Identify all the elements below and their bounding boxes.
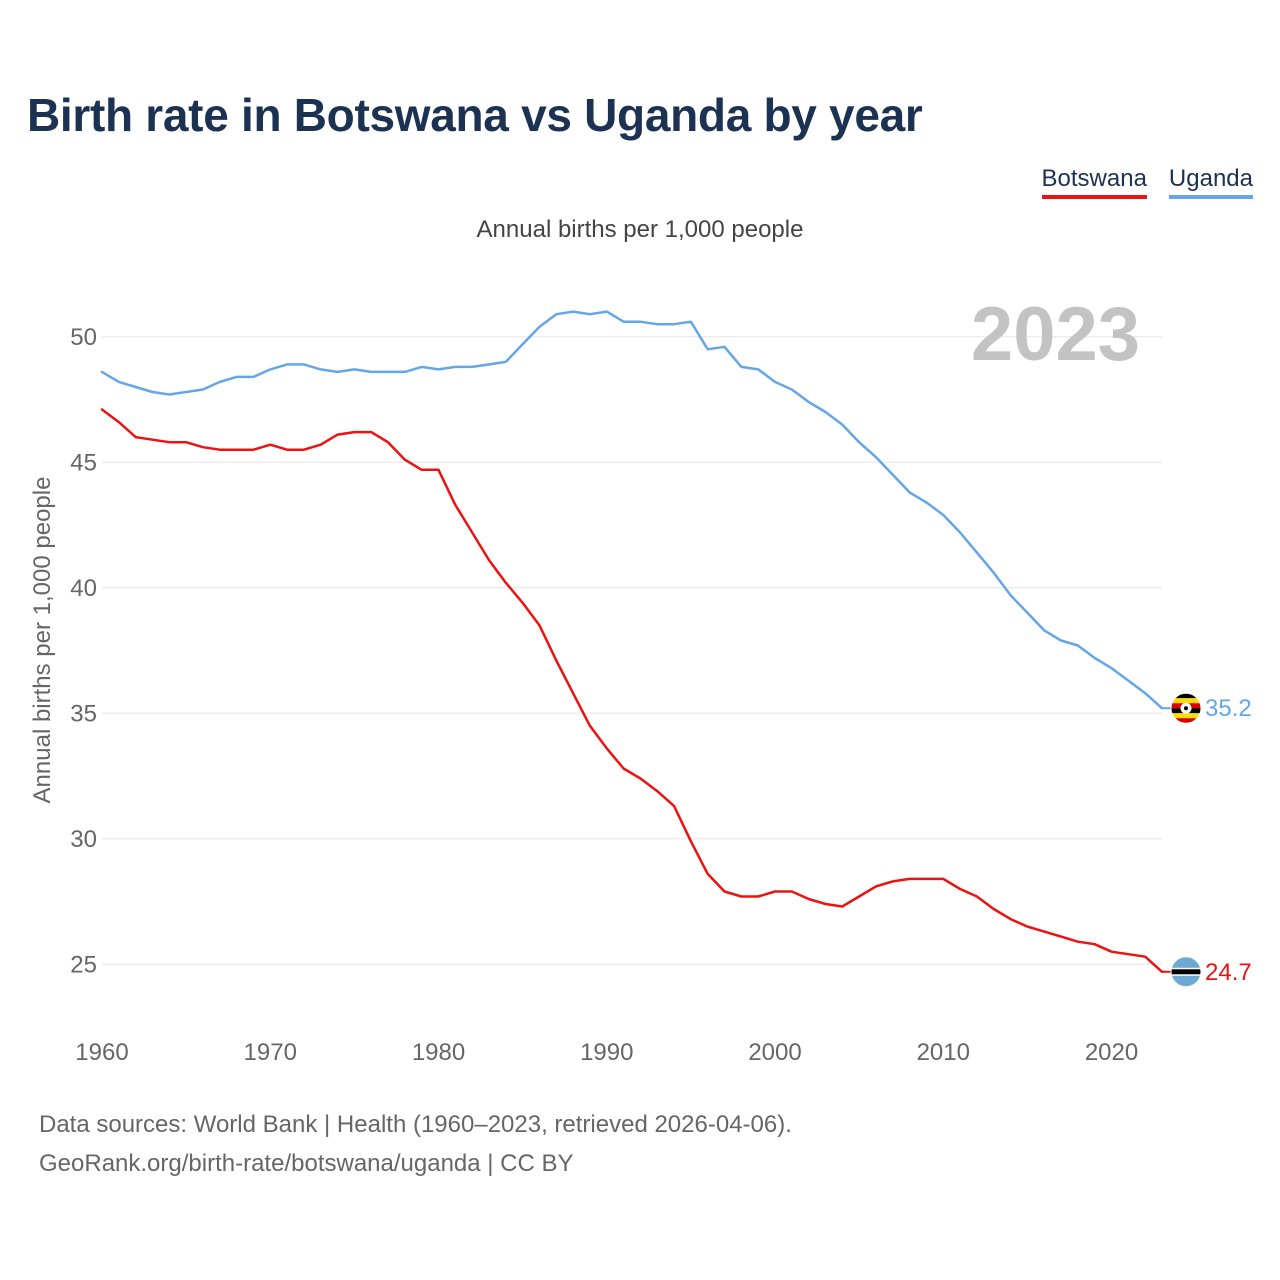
y-tick-label: 30 — [70, 826, 97, 853]
x-tick-label: 1980 — [412, 1039, 465, 1066]
footer-link[interactable]: GeoRank.org/birth-rate/botswana/uganda |… — [39, 1150, 574, 1177]
series-line-botswana — [100, 408, 1164, 974]
x-tick-label: 2000 — [748, 1039, 801, 1066]
y-tick-label: 50 — [70, 324, 97, 351]
y-axis-ticks: 25 30 35 40 45 50 — [70, 324, 97, 979]
flag-botswana-icon — [1170, 956, 1202, 988]
end-markers: 24.7 35.2 — [1162, 692, 1252, 988]
y-tick-label: 45 — [70, 449, 97, 476]
chart-title: Birth rate in Botswana vs Uganda by year — [27, 89, 923, 141]
x-tick-label: 1960 — [75, 1039, 128, 1066]
series-line-uganda — [100, 310, 1164, 710]
year-watermark: 2023 — [971, 292, 1140, 377]
y-axis-label: Annual births per 1,000 people — [29, 477, 56, 804]
series-lines — [100, 310, 1164, 974]
x-axis-ticks: 1960 1970 1980 1990 2000 2010 2020 — [75, 1039, 1138, 1066]
footer: Data sources: World Bank | Health (1960–… — [39, 1105, 792, 1183]
legend: Botswana Uganda — [1041, 165, 1253, 199]
chart-subtitle: Annual births per 1,000 people — [476, 216, 804, 243]
x-tick-label: 2020 — [1085, 1039, 1138, 1066]
flag-uganda-icon — [1170, 692, 1202, 724]
end-label-uganda: 35.2 — [1205, 695, 1252, 722]
end-label-botswana: 24.7 — [1205, 959, 1252, 986]
legend-item-uganda[interactable]: Uganda — [1168, 165, 1253, 199]
footer-sources: Data sources: World Bank | Health (1960–… — [39, 1111, 792, 1138]
grid-lines — [102, 336, 1162, 965]
x-tick-label: 2010 — [917, 1039, 970, 1066]
x-tick-label: 1990 — [580, 1039, 633, 1066]
legend-item-botswana[interactable]: Botswana — [1041, 165, 1147, 199]
y-tick-label: 40 — [70, 575, 97, 602]
x-tick-label: 1970 — [244, 1039, 297, 1066]
y-tick-label: 25 — [70, 951, 97, 978]
y-tick-label: 35 — [70, 700, 97, 727]
